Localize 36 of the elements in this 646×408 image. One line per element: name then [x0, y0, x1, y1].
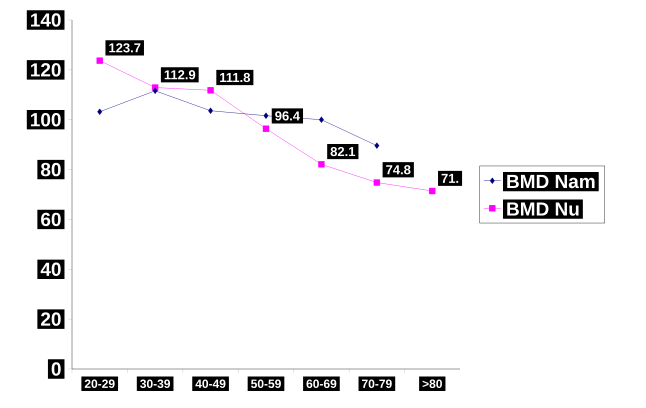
y-tick-label: 40 — [40, 262, 61, 276]
point — [262, 125, 270, 132]
x-tick-label: 30-39 — [140, 380, 170, 388]
y-tick-label: 80 — [40, 162, 61, 176]
point — [374, 179, 380, 186]
y-tick-label: 60 — [41, 212, 61, 226]
data-label: 96.4 — [275, 111, 300, 121]
point — [208, 108, 214, 114]
point — [264, 112, 268, 119]
x-tick-label: 70-79 — [362, 380, 392, 388]
data-label: 123.7 — [109, 43, 140, 52]
x-tick-label: 40-49 — [195, 380, 226, 388]
point — [318, 116, 324, 123]
point — [318, 161, 325, 168]
x-tick-label: 50-59 — [251, 380, 281, 388]
y-tick-label: 140 — [31, 13, 61, 27]
legend-label: BMD Nam — [507, 174, 595, 188]
data-label: 112.9 — [164, 70, 196, 80]
y-tick-label: 0 — [52, 362, 61, 376]
y-tick-label: 120 — [31, 63, 61, 77]
point — [97, 108, 102, 115]
data-label: 82.1 — [330, 146, 356, 156]
point — [207, 87, 214, 94]
point — [374, 142, 380, 149]
x-tick-label: 20-29 — [84, 380, 115, 388]
x-tick-label: 60-69 — [306, 380, 336, 388]
x-tick-label: >80 — [422, 380, 442, 388]
data-label: 111.8 — [220, 72, 250, 82]
point — [429, 188, 436, 194]
point — [96, 57, 103, 64]
y-tick-label: 20 — [41, 312, 61, 326]
legend-label: BMD Nu — [507, 202, 579, 216]
point — [152, 88, 158, 94]
data-label: 71. — [442, 174, 458, 183]
y-tick-label: 100 — [31, 112, 61, 126]
data-label: 74.8 — [386, 165, 410, 174]
